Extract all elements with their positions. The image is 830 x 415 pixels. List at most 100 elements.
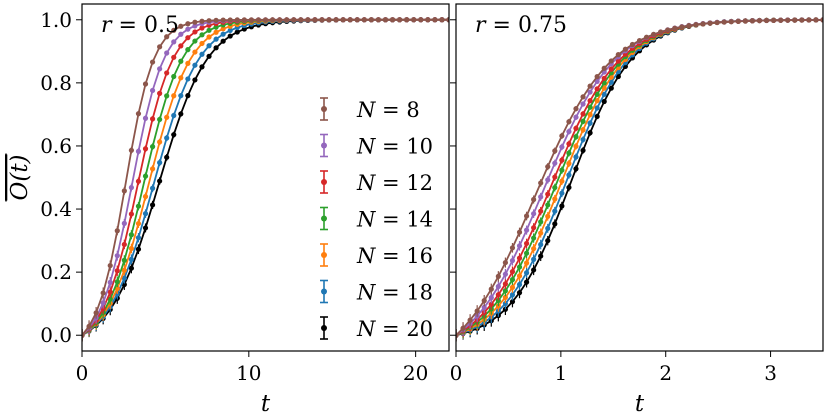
data-point-n12	[178, 43, 184, 49]
data-point-n20	[545, 238, 551, 244]
data-point-n14	[566, 150, 572, 156]
data-point-n8	[269, 17, 276, 23]
data-point-n8	[756, 18, 763, 24]
data-point-n8	[171, 27, 177, 33]
data-point-n20	[199, 64, 205, 70]
data-point-n8	[502, 259, 509, 266]
data-point-n8	[234, 17, 240, 23]
data-point-n8	[672, 25, 678, 31]
data-point-n10	[135, 148, 142, 154]
data-point-n12	[516, 255, 523, 261]
data-point-n10	[580, 101, 586, 107]
data-point-n8	[241, 17, 247, 23]
data-point-n18	[531, 256, 537, 262]
data-point-n20	[516, 290, 523, 296]
data-point-n8	[333, 17, 339, 23]
data-point-n18	[220, 31, 226, 37]
data-point-n8	[763, 17, 770, 24]
data-point-n12	[523, 240, 530, 247]
data-point-n14	[213, 24, 219, 30]
data-point-n14	[171, 73, 177, 80]
data-point-n18	[178, 93, 184, 99]
data-point-n8	[615, 52, 621, 58]
data-point-n8	[714, 19, 720, 26]
data-point-n8	[220, 17, 226, 23]
data-point-n8	[608, 58, 614, 64]
data-point-n8	[770, 17, 777, 24]
data-point-n8	[100, 290, 106, 296]
data-point-n12	[142, 146, 149, 152]
data-point-n20	[157, 178, 163, 184]
data-point-n8	[778, 17, 784, 23]
x-tick-label: 1	[554, 361, 567, 385]
data-point-n12	[545, 191, 551, 197]
data-point-n8	[291, 17, 297, 23]
data-point-n10	[516, 243, 523, 249]
data-point-n8	[552, 148, 558, 154]
data-point-n8	[368, 17, 374, 23]
data-point-n20	[566, 184, 572, 191]
panels: 0 10 200.00.20.40.60.81.0tO(t)r = 0.5N = 8…	[5, 3, 824, 415]
data-point-n16	[601, 85, 607, 91]
data-point-n8	[573, 106, 579, 112]
data-point-n8	[693, 22, 699, 28]
data-point-n20	[142, 225, 149, 231]
data-point-n18	[142, 211, 149, 217]
legend-marker	[321, 142, 327, 149]
data-point-n8	[262, 17, 269, 23]
data-point-n8	[354, 17, 360, 23]
data-point-n8	[382, 17, 389, 23]
legend-label: N = 20	[356, 317, 433, 341]
data-point-n8	[164, 34, 170, 40]
data-point-n8	[467, 317, 473, 323]
data-point-n14	[164, 93, 170, 99]
data-point-n8	[481, 298, 487, 304]
data-point-n14	[587, 104, 593, 110]
data-point-n8	[213, 17, 219, 23]
data-point-n16	[573, 143, 579, 149]
data-point-n10	[566, 128, 572, 135]
data-point-n18	[157, 160, 163, 166]
data-point-n8	[284, 17, 290, 23]
data-point-n16	[164, 114, 170, 120]
data-point-n16	[213, 29, 219, 35]
data-point-n12	[559, 157, 565, 163]
data-point-n10	[495, 283, 501, 290]
data-point-n14	[523, 250, 530, 256]
data-point-n10	[552, 160, 558, 166]
data-point-n18	[552, 208, 558, 214]
data-point-n14	[199, 32, 205, 38]
data-point-n8	[128, 147, 135, 153]
series-group	[456, 17, 823, 342]
data-point-n10	[594, 78, 600, 85]
data-point-n10	[114, 253, 120, 259]
data-point-n16	[121, 267, 127, 273]
data-point-n16	[531, 246, 537, 252]
data-point-n8	[629, 41, 636, 48]
data-point-n8	[643, 34, 650, 40]
data-point-n10	[178, 31, 184, 37]
data-point-n18	[199, 51, 205, 57]
data-point-n8	[707, 20, 713, 26]
data-point-n12	[128, 211, 135, 217]
data-point-n14	[495, 297, 501, 304]
data-point-n18	[509, 292, 516, 298]
data-point-n18	[502, 300, 509, 307]
data-point-n20	[523, 279, 530, 285]
data-point-n16	[545, 213, 551, 219]
data-point-n8	[601, 65, 607, 71]
data-point-n10	[538, 194, 544, 200]
axes-frame	[81, 3, 450, 352]
data-point-n8	[178, 23, 184, 29]
data-point-n16	[206, 34, 212, 40]
data-point-n14	[128, 232, 135, 238]
data-point-n16	[552, 196, 558, 202]
data-point-n12	[149, 116, 156, 122]
data-point-n16	[157, 139, 163, 145]
data-point-n8	[799, 17, 805, 23]
panel-2: 0 1 2 3 t r = 0.75	[450, 3, 824, 415]
data-point-n8	[735, 18, 741, 24]
data-point-n20	[608, 85, 614, 91]
data-point-n14	[559, 167, 565, 173]
